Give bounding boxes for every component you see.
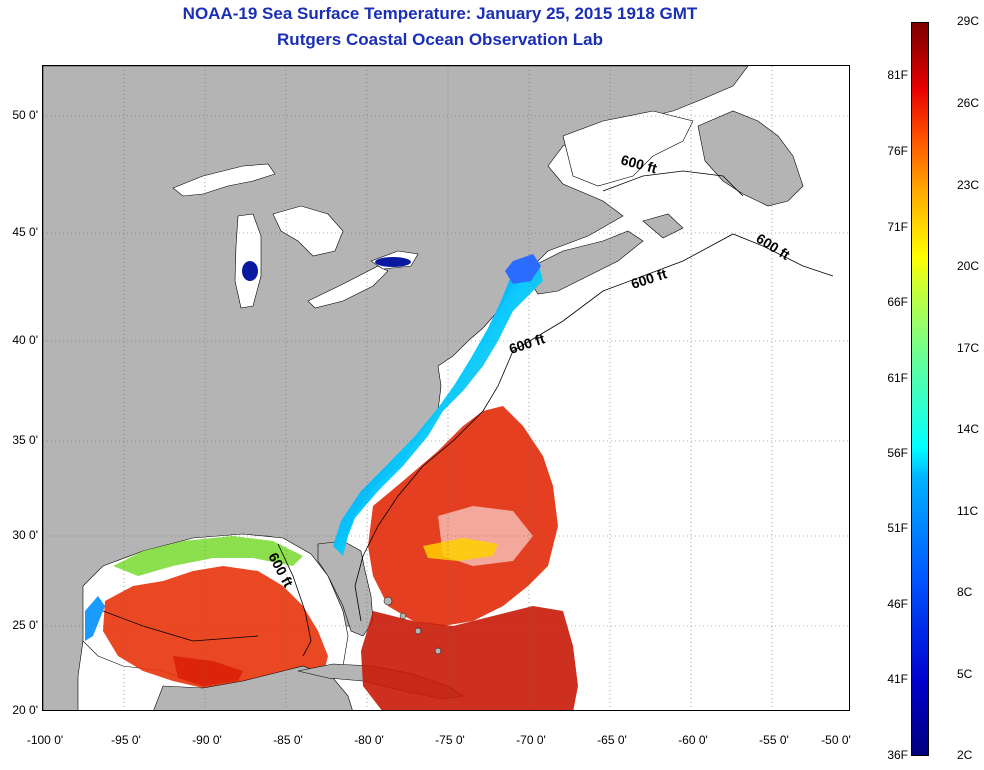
gulf-sst-west-coast — [85, 596, 105, 641]
lake-erie — [307, 265, 389, 309]
lake-superior — [172, 163, 276, 197]
colorbar-f-label: 46F — [887, 597, 908, 611]
lon-tick-label: -90 0' — [192, 733, 222, 747]
colorbar-c-label: 14C — [957, 422, 980, 436]
bahamas-island — [434, 647, 442, 655]
lon-tick-label: -70 0' — [516, 733, 546, 747]
lat-tick-label: 20 0' — [12, 703, 38, 717]
colorbar-c-label: 23C — [957, 178, 980, 192]
colorbar-f-label: 56F — [887, 446, 908, 460]
lat-tick-label: 40 0' — [12, 333, 38, 347]
contour-600ft-gulf — [102, 543, 312, 657]
newfoundland-land — [697, 110, 804, 207]
colorbar-f-label: 61F — [887, 371, 908, 385]
lon-tick-label: -60 0' — [678, 733, 708, 747]
lon-tick-label: -95 0' — [111, 733, 141, 747]
lon-tick-label: -65 0' — [597, 733, 627, 747]
colorbar-f-label: 41F — [887, 672, 908, 686]
lon-tick-label: -55 0' — [759, 733, 789, 747]
colorbar-c-label: 2C — [957, 748, 973, 762]
lat-tick-label: 35 0' — [12, 433, 38, 447]
colorbar-f-label: 66F — [887, 295, 908, 309]
bahamas-island — [383, 596, 393, 606]
lon-tick-label: -85 0' — [273, 733, 303, 747]
colorbar-c-label: 26C — [957, 96, 980, 110]
colorbar-c-label: 20C — [957, 259, 980, 273]
colorbar-c-label: 11C — [957, 504, 979, 518]
contour-600ft-northeast — [512, 233, 834, 352]
sst-map: 600 ft 600 ft 600 ft 600 ft 600 ft — [42, 65, 850, 711]
lake-michigan-sst — [242, 261, 258, 281]
lon-tick-label: -100 0' — [26, 733, 64, 747]
colorbar-c-label: 5C — [957, 667, 973, 681]
colorbar-f-label: 71F — [887, 220, 908, 234]
cape-breton-land — [642, 213, 684, 239]
nova-scotia-land — [522, 230, 644, 295]
contour-600ft-atlantic — [354, 350, 514, 622]
colorbar-f-label: 36F — [887, 748, 908, 762]
atlantic-coastal-band — [333, 261, 543, 556]
colorbar-c-label: 17C — [957, 341, 980, 355]
colorbar-c-label: 29C — [957, 14, 980, 28]
lon-tick-label: -75 0' — [435, 733, 465, 747]
map-title: NOAA-19 Sea Surface Temperature: January… — [182, 4, 698, 23]
atlantic-yellow-front — [423, 538, 498, 561]
colorbar-f-label: 81F — [887, 68, 908, 82]
colorbar-f-label: 51F — [887, 521, 908, 535]
lat-tick-label: 45 0' — [12, 225, 38, 239]
gulf-sst-warm — [103, 566, 328, 691]
lat-tick-label: 50 0' — [12, 108, 38, 122]
lake-huron — [272, 205, 344, 257]
map-subtitle: Rutgers Coastal Ocean Observation Lab — [277, 30, 603, 49]
graticule — [43, 66, 849, 710]
gulf-of-maine-sst — [505, 254, 541, 284]
lake-ontario-sst — [375, 257, 411, 267]
bahamas-island — [399, 612, 407, 620]
colorbar-f-label: 76F — [887, 144, 908, 158]
lon-tick-label: -80 0' — [354, 733, 384, 747]
bahamas-island — [414, 627, 422, 635]
gulf-sst-north-coast — [113, 536, 303, 576]
lon-tick-label: -50 0' — [821, 733, 851, 747]
colorbar-c-label: 8C — [957, 585, 973, 599]
lake-michigan — [234, 213, 262, 309]
lat-tick-label: 30 0' — [12, 528, 38, 542]
lat-tick-label: 25 0' — [12, 618, 38, 632]
mexico-sst-red — [173, 656, 243, 686]
contour-600ft-scotian — [602, 170, 744, 197]
temperature-colorbar — [911, 22, 929, 756]
